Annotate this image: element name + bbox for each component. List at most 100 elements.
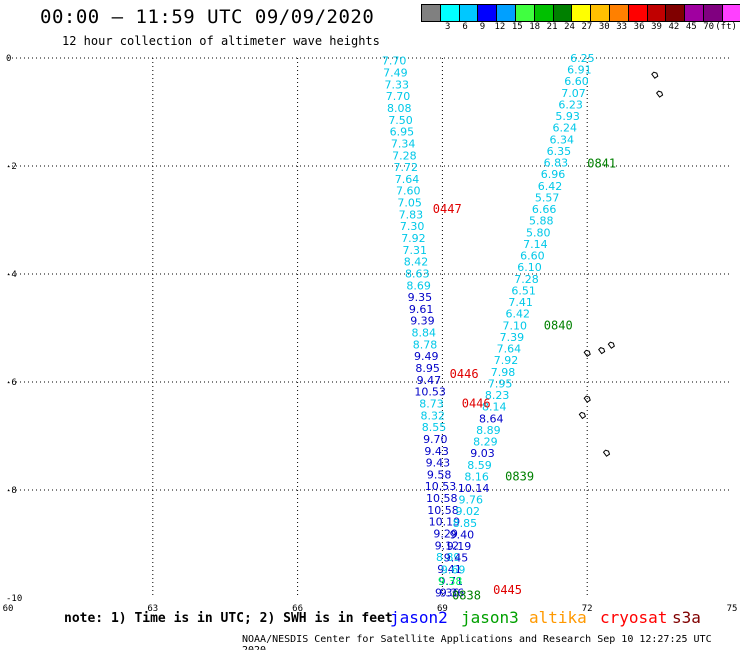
wave-height-value: 8.55 [422,421,447,434]
wave-height-value: 8.85 [453,517,478,530]
pass-time-label: 0445 [493,583,522,597]
wave-height-value: 7.31 [402,244,427,257]
wave-height-value: 9.61 [409,303,434,316]
wave-height-value: 7.92 [401,232,426,245]
pass-time-label: 0446 [462,397,491,411]
wave-height-value: 9.41 [437,563,462,576]
wave-height-value: 8.63 [405,267,430,280]
page-subtitle: 12 hour collection of altimeter wave hei… [62,34,380,48]
color-scale-label: 12 [494,22,506,32]
island-outline [578,411,586,420]
color-scale-label: 18 [529,22,541,32]
legend-item-jason3: jason3 [461,608,519,627]
wave-height-value: 6.60 [564,75,589,88]
wave-height-value: 7.07 [561,87,586,100]
wave-height-value: 9.70 [423,433,448,446]
color-scale-label: 39 [651,22,662,32]
island-outline [583,349,591,357]
wave-height-value: 9.69 [441,563,466,576]
credit-line: NOAA/NESDIS Center for Satellite Applica… [242,634,712,650]
legend-item-s3a: s3a [672,608,701,627]
wave-height-value: 6.96 [541,168,566,181]
wave-height-value: 8.84 [411,327,436,340]
color-scale-label: 15 [511,22,523,32]
wave-height-value: 8.08 [387,102,412,115]
color-scale-label: 42 [668,22,680,32]
color-scale-label: 27 [581,22,593,32]
legend-item-jason2: jason2 [390,608,448,627]
x-tick-label: 60 [3,604,14,614]
wave-height-value: 10.53 [425,480,457,493]
x-tick-label: 66 [292,604,303,614]
color-scale-label: 70 [703,22,715,32]
wave-height-value: 7.60 [396,185,421,198]
wave-height-value: 9.43 [424,445,449,458]
wave-height-value: 7.34 [391,137,416,150]
legend-item-altika: altika [529,608,587,627]
wave-height-value: 10.14 [458,482,490,495]
wave-height-value: 9.12 [435,539,460,552]
wave-height-value: 6.60 [520,250,545,263]
wave-height-value: 7.10 [503,319,528,332]
wave-height-value: 8.23 [485,389,510,402]
color-scale-label: 45 [685,22,697,32]
legend-item-cryosat: cryosat [600,608,668,627]
wave-height-value: 7.83 [399,208,424,221]
wave-height-value: 9.19 [447,540,472,553]
wave-height-value: 7.95 [488,377,513,390]
footer-note: note: 1) Time is in UTC; 2) SWH is in fe… [64,611,393,626]
x-tick-label: 72 [582,604,593,614]
color-scale-labels: 3 6 9 12 15 18 21 24 27 30 33 36 39 42 45 70 (ft) [422,22,737,34]
wave-height-value: 6.95 [390,126,415,139]
wave-height-value: 7.50 [388,114,413,127]
wave-height-value: 7.14 [523,238,548,251]
wave-height-value: 8.78 [413,338,438,351]
wave-height-value: 8.14 [482,401,507,414]
wave-height-value: 9.36 [435,587,460,600]
wave-height-value: 9.38 [438,575,463,588]
wave-height-value: 8.89 [476,424,501,437]
x-tick-label: 69 [437,604,448,614]
wave-height-value: 7.33 [384,78,409,91]
wave-height-value: 5.80 [526,226,551,239]
wave-height-value: 9.03 [470,447,495,460]
pass-time-label: 0447 [433,202,462,216]
island-outline [655,90,664,98]
y-tick-label: -8 [6,486,17,496]
island-outline [607,341,615,349]
wave-height-value: 9.40 [450,528,475,541]
pass-time-label: 0840 [544,318,573,332]
page-title: 00:00 – 11:59 UTC 09/09/2020 [40,6,375,28]
wave-height-value: 7.30 [400,220,425,233]
wave-height-value: 8.89 [436,551,461,564]
wave-height-value: 10.19 [429,516,461,529]
wave-height-value: 7.05 [397,197,422,210]
wave-height-value: 6.91 [567,64,592,77]
wave-height-value: 6.66 [532,203,557,216]
pass-time-label: 0839 [505,470,534,484]
color-scale-label: 3 [444,22,451,32]
wave-height-value: 9.45 [444,552,469,565]
y-tick-label: -4 [6,270,17,280]
wave-height-value: 6.42 [538,180,563,193]
pass-time-label: 0841 [587,156,616,170]
island-outline [651,71,659,79]
wave-height-value: 8.32 [420,409,445,422]
color-scale-label: 30 [598,22,610,32]
color-scale-label: 6 [462,22,468,32]
wave-height-value: 9.02 [456,505,481,518]
wave-height-value: 7.92 [494,354,519,367]
wave-height-value: 6.25 [570,52,595,65]
wave-height-value: 6.23 [558,98,583,111]
y-tick-label: -2 [6,162,17,172]
wave-height-value: 7.64 [395,173,420,186]
wave-height-value: 9.76 [458,494,483,507]
wave-height-value: 8.73 [419,397,444,410]
wave-height-value: 7.39 [500,331,525,344]
wave-height-value: 6.34 [550,133,575,146]
wave-height-value: 8.69 [406,279,431,292]
wave-height-value: 8.95 [415,362,440,375]
pass-time-label: 0838 [452,588,481,602]
